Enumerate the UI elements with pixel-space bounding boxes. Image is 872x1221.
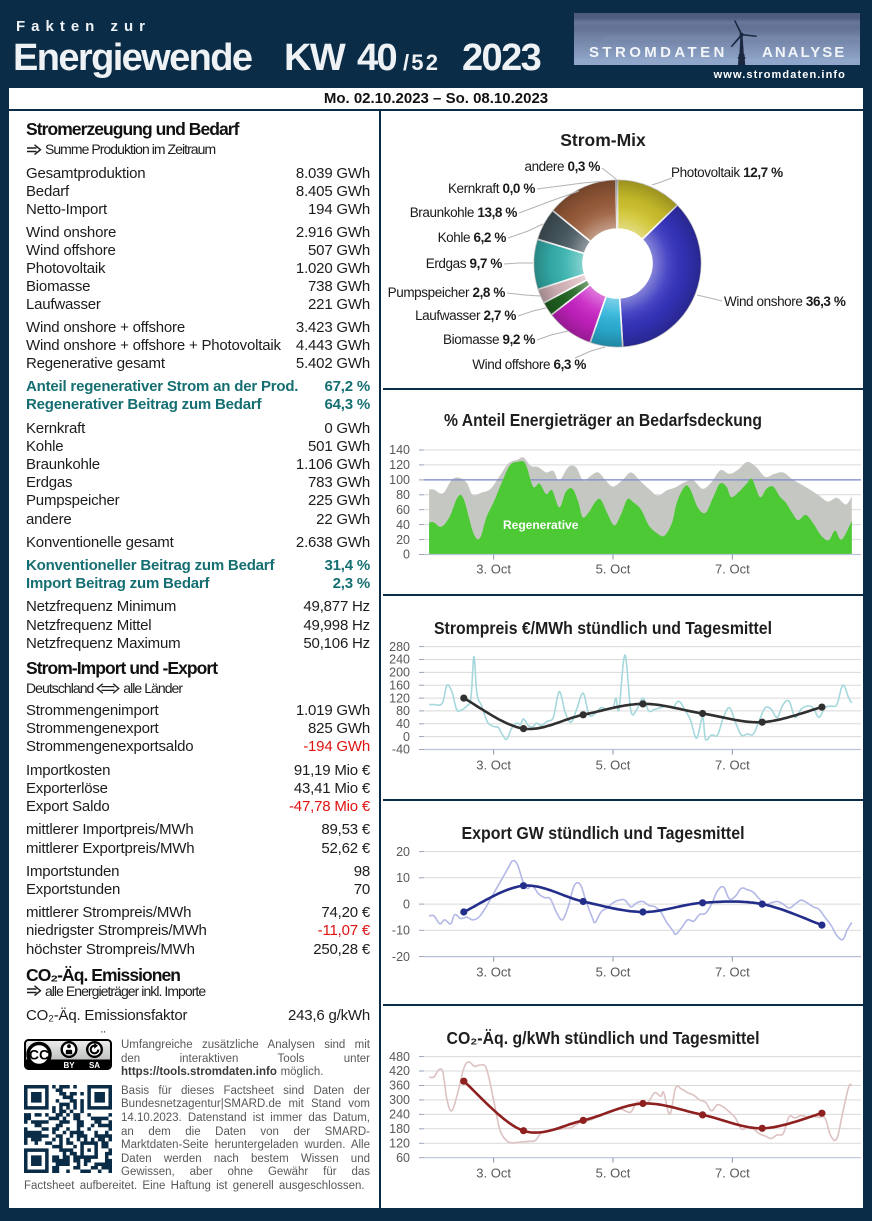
svg-text:5. Oct: 5. Oct — [596, 1166, 631, 1181]
svg-text:Export GW stündlich und Tagesm: Export GW stündlich und Tagesmittel — [462, 823, 745, 843]
svg-text:7. Oct: 7. Oct — [715, 1166, 750, 1181]
svg-text:120: 120 — [389, 1137, 410, 1151]
svg-text:480: 480 — [389, 1050, 410, 1064]
svg-text:5. Oct: 5. Oct — [596, 562, 631, 577]
svg-text:Strom-Mix: Strom-Mix — [560, 130, 646, 150]
svg-text:-20: -20 — [392, 950, 410, 964]
svg-text:5. Oct: 5. Oct — [596, 965, 631, 980]
svg-text:Biomasse 9,2 %: Biomasse 9,2 % — [443, 332, 535, 347]
svg-text:5. Oct: 5. Oct — [596, 758, 631, 773]
svg-text:Braunkohle 13,8 %: Braunkohle 13,8 % — [410, 205, 518, 220]
svg-text:Strompreis €/MWh stündlich und: Strompreis €/MWh stündlich und Tagesmitt… — [434, 618, 772, 638]
svg-text:andere 0,3 %: andere 0,3 % — [524, 159, 600, 174]
svg-text:140: 140 — [389, 443, 410, 457]
svg-text:80: 80 — [396, 704, 410, 718]
svg-text:-10: -10 — [392, 924, 410, 938]
svg-text:SA: SA — [89, 1061, 100, 1070]
svg-text:% Anteil Energieträger an Beda: % Anteil Energieträger an Bedarfsdeckung — [444, 410, 762, 430]
svg-text:Erdgas 9,7 %: Erdgas 9,7 % — [426, 256, 503, 271]
svg-text:20: 20 — [396, 533, 410, 547]
svg-text:Wind onshore 36,3 %: Wind onshore 36,3 % — [724, 294, 846, 309]
svg-text:180: 180 — [389, 1122, 410, 1136]
svg-text:Pumpspeicher 2,8 %: Pumpspeicher 2,8 % — [388, 285, 506, 300]
svg-text:60: 60 — [396, 1151, 410, 1165]
svg-text:Kernkraft 0,0 %: Kernkraft 0,0 % — [448, 181, 535, 196]
svg-text:7. Oct: 7. Oct — [715, 965, 750, 980]
svg-text:40: 40 — [396, 518, 410, 532]
svg-text:Kohle 6,2 %: Kohle 6,2 % — [438, 230, 507, 245]
svg-text:Laufwasser 2,7 %: Laufwasser 2,7 % — [415, 308, 516, 323]
svg-text:200: 200 — [389, 666, 410, 680]
svg-text:CO₂-Äq. g/kWh stündlich und Ta: CO₂-Äq. g/kWh stündlich und Tagesmittel — [447, 1028, 760, 1048]
svg-text:CC: CC — [29, 1047, 49, 1063]
svg-text:-40: -40 — [392, 743, 410, 757]
svg-text:120: 120 — [389, 458, 410, 472]
svg-text:80: 80 — [396, 488, 410, 502]
svg-text:Regenerative: Regenerative — [503, 518, 579, 532]
svg-text:60: 60 — [396, 503, 410, 517]
svg-text:0: 0 — [403, 897, 410, 911]
svg-text:300: 300 — [389, 1093, 410, 1107]
svg-text:BY: BY — [63, 1061, 75, 1070]
svg-text:7. Oct: 7. Oct — [715, 758, 750, 773]
svg-text:240: 240 — [389, 653, 410, 667]
svg-text:3. Oct: 3. Oct — [476, 1166, 511, 1181]
svg-text:3. Oct: 3. Oct — [476, 758, 511, 773]
svg-text:3. Oct: 3. Oct — [476, 965, 511, 980]
svg-text:100: 100 — [389, 473, 410, 487]
svg-text:240: 240 — [389, 1108, 410, 1122]
svg-text:40: 40 — [396, 717, 410, 731]
svg-text:Wind offshore 6,3 %: Wind offshore 6,3 % — [472, 357, 586, 372]
svg-text:0: 0 — [403, 730, 410, 744]
svg-text:0: 0 — [403, 548, 410, 562]
svg-text:20: 20 — [396, 845, 410, 859]
svg-text:420: 420 — [389, 1064, 410, 1078]
svg-text:7. Oct: 7. Oct — [715, 562, 750, 577]
svg-text:Photovoltaik 12,7 %: Photovoltaik 12,7 % — [671, 165, 783, 180]
svg-text:10: 10 — [396, 871, 410, 885]
svg-text:3. Oct: 3. Oct — [476, 562, 511, 577]
svg-text:280: 280 — [389, 640, 410, 654]
svg-text:120: 120 — [389, 691, 410, 705]
svg-text:360: 360 — [389, 1079, 410, 1093]
svg-text:160: 160 — [389, 678, 410, 692]
